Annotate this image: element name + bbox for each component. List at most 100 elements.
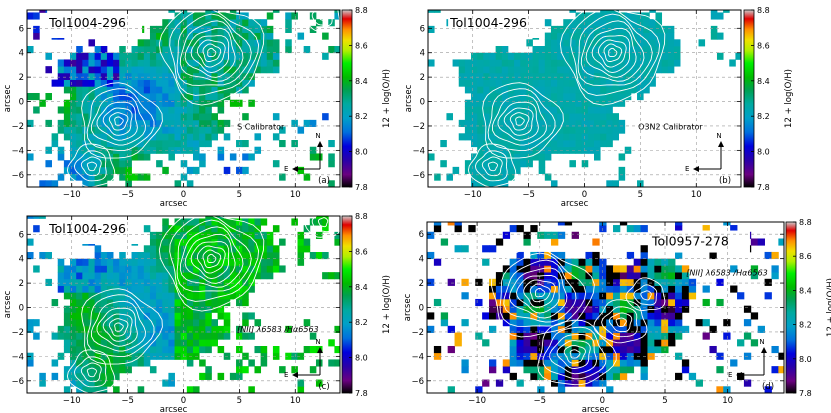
pixel xyxy=(70,153,77,161)
pixel xyxy=(520,160,527,168)
pixel xyxy=(168,59,175,67)
pixel xyxy=(477,59,484,67)
pixel xyxy=(162,133,169,141)
pixel xyxy=(168,119,175,127)
pixel xyxy=(149,258,157,266)
pixel xyxy=(575,113,583,121)
pixel xyxy=(217,72,225,80)
pixel xyxy=(63,126,71,134)
pixel xyxy=(315,153,323,161)
pixel xyxy=(698,39,706,47)
pixel xyxy=(563,140,570,148)
pixel xyxy=(113,292,120,300)
pixel xyxy=(737,339,745,347)
pixel xyxy=(575,106,583,114)
pixel xyxy=(578,372,586,380)
pixel xyxy=(550,52,558,60)
pixel xyxy=(131,119,139,127)
pixel xyxy=(523,319,531,327)
pixel xyxy=(149,252,157,260)
pixel xyxy=(681,285,690,293)
pixel xyxy=(571,285,579,293)
pixel xyxy=(125,359,132,367)
pixel xyxy=(489,312,497,320)
pixel xyxy=(502,366,511,374)
pixel xyxy=(509,285,517,293)
pixel xyxy=(113,312,120,320)
pixel xyxy=(668,332,676,340)
pixel xyxy=(477,79,484,87)
pixel xyxy=(223,312,231,320)
pixel xyxy=(502,278,511,286)
pixel xyxy=(647,258,655,266)
pixel xyxy=(587,19,595,27)
pixel xyxy=(125,352,132,360)
pixel xyxy=(647,265,655,273)
pixel xyxy=(569,99,576,107)
pixel xyxy=(544,325,552,333)
pixel xyxy=(544,265,552,273)
pixel xyxy=(600,12,607,20)
pixel xyxy=(51,299,59,307)
pixel xyxy=(217,99,225,107)
pixel xyxy=(575,66,583,74)
pixel xyxy=(675,352,683,360)
pixel xyxy=(57,352,65,360)
pixel xyxy=(229,292,237,300)
pixel xyxy=(242,245,249,253)
pixel xyxy=(523,366,531,374)
pixel xyxy=(618,86,626,94)
pixel xyxy=(563,86,570,94)
pixel xyxy=(193,93,200,101)
pixel xyxy=(193,25,200,33)
pixel xyxy=(205,372,212,380)
pixel xyxy=(113,305,120,313)
pixel xyxy=(143,272,151,280)
pixel xyxy=(70,285,77,293)
pixel xyxy=(523,272,531,280)
pixel xyxy=(100,372,108,380)
pixel xyxy=(131,46,139,54)
pixel xyxy=(489,146,497,154)
pixel xyxy=(571,339,579,347)
pixel xyxy=(544,339,552,347)
pixel xyxy=(655,12,663,20)
colorbar xyxy=(743,9,755,188)
contour-line xyxy=(481,156,503,177)
pixel xyxy=(334,346,340,354)
pixel xyxy=(168,272,175,280)
pixel xyxy=(162,39,169,47)
pixel xyxy=(564,325,573,333)
pixel xyxy=(551,258,559,266)
pixel xyxy=(509,345,517,354)
pixel xyxy=(495,99,503,107)
pixel xyxy=(334,359,340,367)
pixel xyxy=(168,379,175,387)
pixel xyxy=(272,258,280,266)
pixel xyxy=(125,113,132,121)
pixel xyxy=(186,106,194,114)
pixel xyxy=(88,258,96,266)
pixel xyxy=(199,52,206,60)
pixel xyxy=(489,99,497,107)
pixel xyxy=(501,93,509,101)
pixel xyxy=(654,285,662,293)
pixel xyxy=(168,299,175,307)
pixel xyxy=(260,252,268,260)
object-name: Tol1004-296 xyxy=(48,221,126,236)
pixel xyxy=(57,272,65,280)
pixel xyxy=(667,25,675,33)
pixel xyxy=(82,332,89,340)
compass-east-label: E xyxy=(284,165,288,173)
contour-line xyxy=(601,306,638,338)
pixel xyxy=(612,46,619,54)
colorbar-tick-label: 7.8 xyxy=(355,389,368,398)
pixel xyxy=(186,258,194,266)
pixel xyxy=(168,10,175,13)
object-name: Tol1004-296 xyxy=(449,15,527,30)
pixel xyxy=(613,359,621,367)
pixel xyxy=(569,93,576,101)
pixel xyxy=(131,352,139,360)
pixel xyxy=(557,292,566,300)
contour-line xyxy=(633,284,658,306)
